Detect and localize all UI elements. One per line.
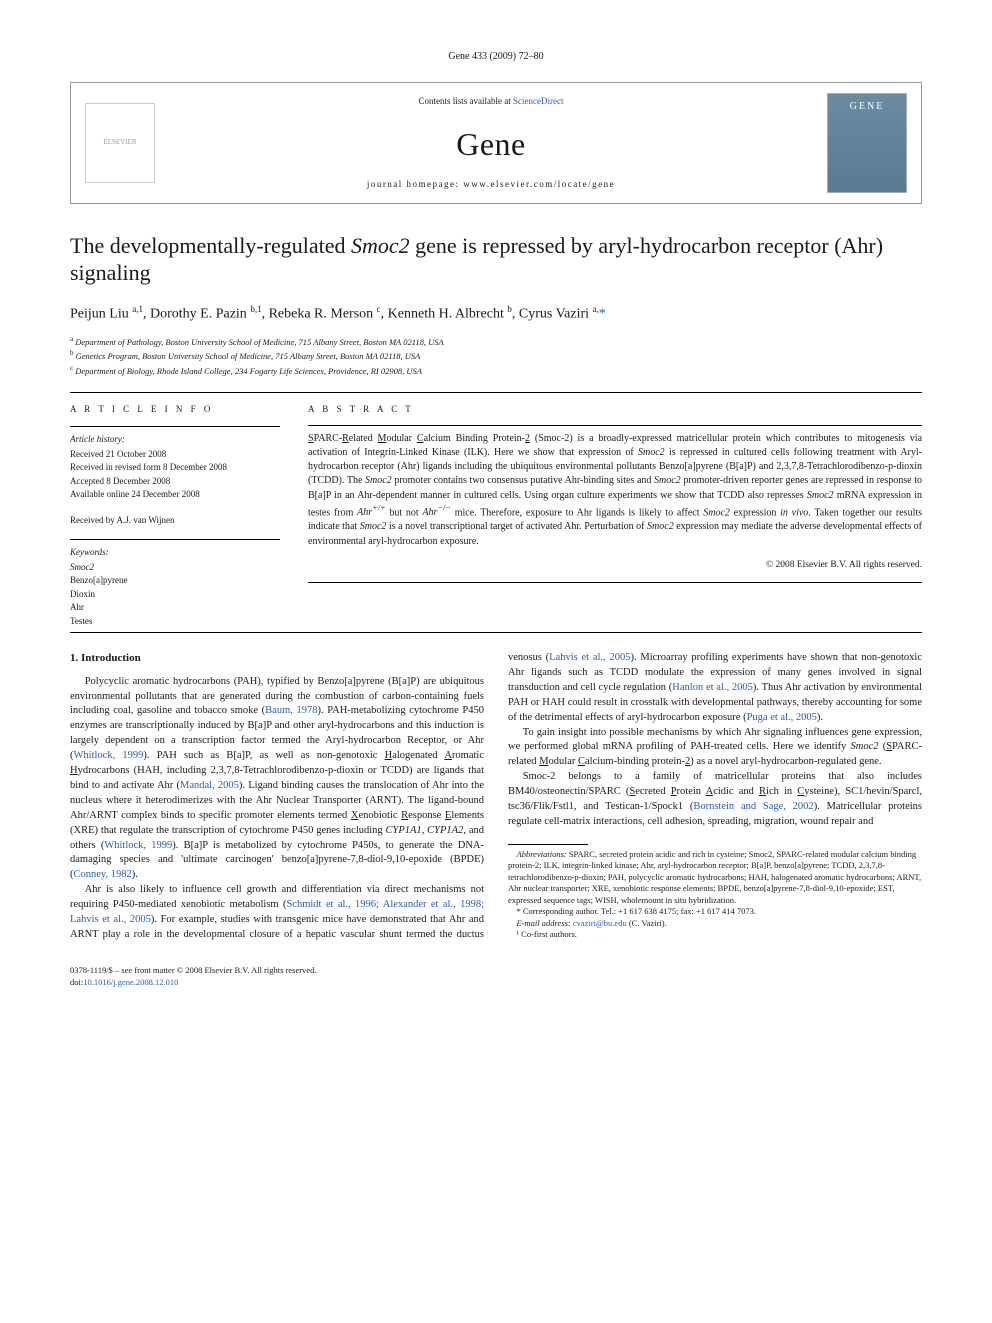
title-ital: Smoc2 (351, 233, 410, 258)
email-line: E-mail address: cvaziri@bu.edu (C. Vazir… (508, 918, 922, 929)
page-footer: 0378-1119/$ – see front matter © 2008 El… (70, 965, 922, 988)
affil-a: a Department of Pathology, Boston Univer… (70, 334, 922, 349)
author-list: Peijun Liu a,1, Dorothy E. Pazin b,1, Re… (70, 303, 922, 324)
affil-b: b Genetics Program, Boston University Sc… (70, 348, 922, 363)
history-accepted: Accepted 8 December 2008 (70, 475, 280, 489)
homepage-url[interactable]: www.elsevier.com/locate/gene (463, 179, 615, 189)
affiliations: a Department of Pathology, Boston Univer… (70, 334, 922, 378)
history-label: Article history: (70, 433, 280, 447)
separator (70, 632, 922, 633)
keywords-label: Keywords: (70, 546, 280, 560)
abstract: A B S T R A C T SPARC-Related Modular Ca… (308, 403, 922, 629)
keyword-0: Smoc2 (70, 561, 280, 575)
abbreviations: Abbreviations: SPARC, secreted protein a… (508, 849, 922, 906)
footnotes: Abbreviations: SPARC, secreted protein a… (508, 844, 922, 941)
front-matter: 0378-1119/$ – see front matter © 2008 El… (70, 965, 316, 977)
cofirst-note: ¹ Co-first authors. (508, 929, 922, 940)
sciencedirect-link[interactable]: ScienceDirect (513, 96, 563, 106)
contents-text: Contents lists available at (419, 96, 513, 106)
separator (70, 392, 922, 393)
info-heading: A R T I C L E I N F O (70, 403, 280, 417)
journal-homepage: journal homepage: www.elsevier.com/locat… (169, 178, 813, 190)
journal-name: Gene (169, 122, 813, 166)
corresponding-author: * Corresponding author. Tel.: +1 617 638… (508, 906, 922, 917)
abstract-text: SPARC-Related Modular Calcium Binding Pr… (308, 432, 922, 549)
masthead-center: Contents lists available at ScienceDirec… (169, 95, 813, 190)
keyword-2: Dioxin (70, 588, 280, 602)
doi-label: doi: (70, 977, 83, 987)
keyword-1: Benzo[a]pyrene (70, 574, 280, 588)
header-citation: Gene 433 (2009) 72–80 (70, 50, 922, 64)
title-pre: The developmentally-regulated (70, 233, 351, 258)
article-body: 1. Introduction Polycyclic aromatic hydr… (70, 651, 922, 943)
received-by: Received by A.J. van Wijnen (70, 514, 280, 528)
article-info: A R T I C L E I N F O Article history: R… (70, 403, 280, 629)
keyword-4: Testes (70, 615, 280, 629)
section-heading-intro: 1. Introduction (70, 651, 484, 667)
email-link[interactable]: cvaziri@bu.edu (573, 918, 627, 928)
abstract-copyright: © 2008 Elsevier B.V. All rights reserved… (308, 559, 922, 572)
article-title: The developmentally-regulated Smoc2 gene… (70, 232, 922, 287)
elsevier-logo: ELSEVIER (85, 103, 155, 183)
journal-cover-thumbnail: GENE (827, 93, 907, 193)
abstract-heading: A B S T R A C T (308, 403, 922, 415)
affil-c: c Department of Biology, Rhode Island Co… (70, 363, 922, 378)
keyword-3: Ahr (70, 601, 280, 615)
history-online: Available online 24 December 2008 (70, 488, 280, 502)
masthead: ELSEVIER Contents lists available at Sci… (70, 82, 922, 204)
homepage-label: journal homepage: (367, 179, 463, 189)
doi-link[interactable]: 10.1016/j.gene.2008.12.010 (83, 977, 178, 987)
history-received: Received 21 October 2008 (70, 448, 280, 462)
history-revised: Received in revised form 8 December 2008 (70, 461, 280, 475)
contents-line: Contents lists available at ScienceDirec… (169, 95, 813, 107)
